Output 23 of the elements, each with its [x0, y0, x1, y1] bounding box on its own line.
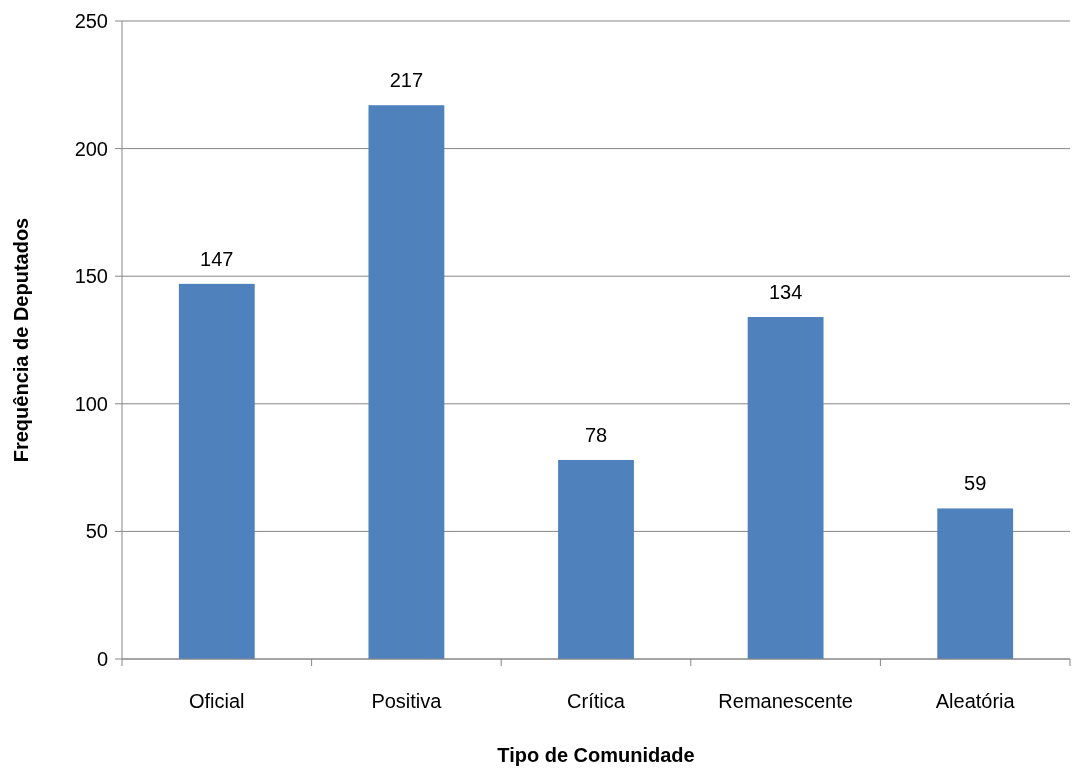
y-tick-label: 200	[74, 137, 108, 160]
data-label: 134	[768, 281, 803, 304]
bar	[178, 283, 255, 659]
y-tick-label: 50	[85, 520, 108, 543]
x-tick-label: Crítica	[567, 690, 626, 712]
y-tick-label: 150	[74, 265, 108, 288]
y-axis-title: Frequência de Deputados	[10, 217, 32, 463]
bar	[558, 459, 634, 659]
x-tick-label: Oficial	[189, 690, 245, 712]
y-tick-label: 0	[96, 648, 108, 670]
x-tick-label: Remanescente	[718, 690, 853, 712]
bar	[368, 105, 445, 659]
bar	[747, 317, 824, 659]
x-axis-title: Tipo de Comunidade	[497, 744, 695, 766]
x-tick-label: Aleatória	[935, 690, 1016, 712]
bar	[937, 508, 1014, 659]
data-label: 217	[389, 69, 424, 92]
y-tick-label: 250	[74, 10, 108, 32]
data-label: 147	[200, 247, 234, 270]
x-tick-label: Positiva	[371, 690, 443, 712]
data-label: 59	[964, 472, 987, 495]
y-tick-label: 100	[74, 392, 108, 415]
data-label: 78	[584, 423, 608, 446]
